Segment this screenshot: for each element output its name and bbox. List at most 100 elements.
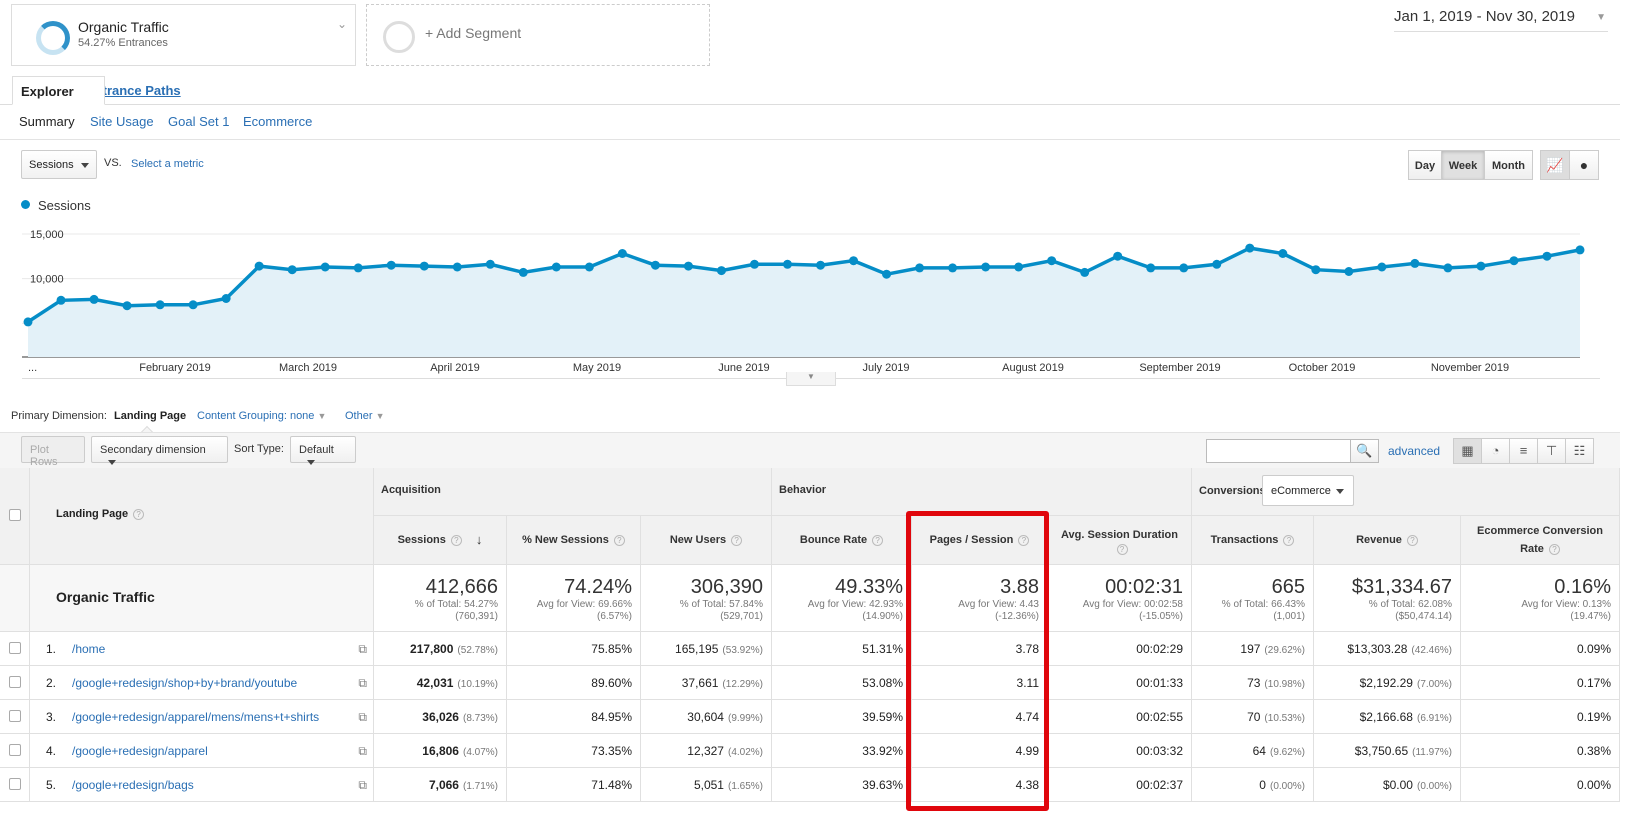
sessions-point[interactable]: [650, 260, 660, 270]
sessions-point[interactable]: [1014, 262, 1024, 272]
col-transactions[interactable]: Transactions?: [1192, 516, 1314, 565]
row-checkbox[interactable]: [9, 676, 21, 688]
primary-dimension-landing-page[interactable]: Landing Page: [114, 410, 187, 422]
subtab-site-usage[interactable]: Site Usage: [90, 114, 154, 129]
sessions-point[interactable]: [882, 269, 892, 279]
subtab-ecommerce[interactable]: Ecommerce: [243, 114, 313, 129]
col-avg-session-duration[interactable]: Avg. Session Duration?: [1048, 516, 1192, 565]
sessions-point[interactable]: [188, 300, 198, 310]
sessions-point[interactable]: [1575, 245, 1585, 255]
open-page-icon[interactable]: ⧉: [358, 744, 367, 758]
sessions-point[interactable]: [683, 261, 693, 271]
motion-chart-view-icon[interactable]: ●: [1569, 150, 1599, 180]
tab-explorer[interactable]: Explorer: [12, 76, 105, 105]
sessions-point[interactable]: [1443, 263, 1453, 273]
sessions-point[interactable]: [386, 260, 396, 270]
sessions-point[interactable]: [1080, 267, 1090, 277]
expand-chart-handle[interactable]: ▼: [786, 372, 836, 386]
row-page-link[interactable]: /google+redesign/apparel: [72, 744, 208, 758]
open-page-icon[interactable]: ⧉: [358, 676, 367, 690]
sessions-point[interactable]: [1410, 258, 1420, 268]
sessions-point[interactable]: [353, 263, 363, 273]
sessions-point[interactable]: [518, 267, 528, 277]
row-checkbox[interactable]: [9, 744, 21, 756]
col-new-users[interactable]: New Users?: [641, 516, 772, 565]
sessions-point[interactable]: [782, 259, 792, 269]
col-revenue[interactable]: Revenue?: [1314, 516, 1461, 565]
content-grouping-dropdown[interactable]: Content Grouping: none ▼: [197, 410, 326, 422]
sessions-point[interactable]: [89, 294, 99, 304]
sessions-point[interactable]: [915, 263, 925, 273]
subtab-goal-set-1[interactable]: Goal Set 1: [168, 114, 230, 129]
sessions-point[interactable]: [617, 249, 627, 258]
row-page-link[interactable]: /google+redesign/bags: [72, 778, 194, 792]
sessions-point[interactable]: [1476, 261, 1486, 271]
sessions-point[interactable]: [287, 265, 297, 275]
search-icon[interactable]: 🔍: [1350, 439, 1379, 463]
sessions-point[interactable]: [816, 260, 826, 270]
sort-type-select[interactable]: Default: [290, 436, 356, 465]
sessions-point[interactable]: [551, 262, 561, 272]
sessions-point[interactable]: [716, 266, 726, 276]
pivot-view-icon[interactable]: ☷: [1565, 438, 1594, 464]
sessions-point[interactable]: [1311, 265, 1321, 275]
comparison-view-icon[interactable]: ⊤: [1537, 438, 1566, 464]
segment-card[interactable]: Organic Traffic 54.27% Entrances ⌄: [11, 4, 356, 66]
sessions-point[interactable]: [1146, 263, 1156, 273]
sessions-point[interactable]: [1542, 251, 1552, 261]
advanced-filter-link[interactable]: advanced: [1388, 444, 1441, 458]
table-search-input[interactable]: [1206, 439, 1352, 463]
metric-select[interactable]: Sessions: [21, 150, 97, 179]
percentage-view-icon[interactable]: ◔: [1481, 438, 1510, 464]
row-page-link[interactable]: /google+redesign/apparel/mens/mens+t+shi…: [72, 710, 320, 724]
row-checkbox[interactable]: [9, 642, 21, 654]
sessions-point[interactable]: [155, 300, 165, 310]
granularity-week-button[interactable]: Week: [1441, 150, 1485, 180]
date-range-picker[interactable]: Jan 1, 2019 - Nov 30, 2019 ▼: [1394, 8, 1608, 32]
sessions-point[interactable]: [749, 259, 759, 269]
landing-page-header[interactable]: Landing Page?: [30, 468, 374, 565]
sessions-point[interactable]: [1212, 259, 1222, 269]
subtab-summary[interactable]: Summary: [19, 114, 75, 129]
line-chart-view-icon[interactable]: 📈: [1540, 150, 1570, 180]
sessions-point[interactable]: [1179, 263, 1189, 273]
col-sessions[interactable]: Sessions? ↓: [374, 516, 507, 565]
plot-rows-button[interactable]: Plot Rows: [21, 436, 85, 468]
row-checkbox[interactable]: [9, 710, 21, 722]
row-checkbox[interactable]: [9, 778, 21, 790]
sessions-point[interactable]: [56, 295, 66, 305]
sessions-point[interactable]: [1047, 256, 1057, 266]
open-page-icon[interactable]: ⧉: [358, 710, 367, 724]
add-segment-button[interactable]: + Add Segment: [366, 4, 710, 66]
sessions-point[interactable]: [419, 261, 429, 271]
sessions-point[interactable]: [23, 317, 33, 327]
select-all-checkbox[interactable]: [9, 509, 21, 521]
sessions-point[interactable]: [254, 261, 264, 271]
granularity-month-button[interactable]: Month: [1484, 150, 1533, 180]
sessions-point[interactable]: [584, 262, 594, 272]
sessions-point[interactable]: [122, 301, 132, 311]
sessions-point[interactable]: [221, 294, 231, 303]
col-pages-per-session[interactable]: Pages / Session?: [912, 516, 1048, 565]
row-page-link[interactable]: /home: [72, 642, 106, 656]
sessions-point[interactable]: [1344, 267, 1354, 276]
sessions-point[interactable]: [1245, 243, 1255, 253]
sessions-point[interactable]: [485, 259, 495, 269]
sessions-point[interactable]: [1113, 251, 1123, 261]
col-ecommerce-conversion-rate[interactable]: Ecommerce Conversion Rate?: [1461, 516, 1620, 565]
sessions-point[interactable]: [948, 263, 958, 273]
select-metric-link[interactable]: Select a metric: [131, 158, 204, 170]
granularity-day-button[interactable]: Day: [1408, 150, 1442, 180]
sessions-point[interactable]: [452, 262, 462, 272]
data-table-view-icon[interactable]: ▦: [1453, 438, 1482, 464]
sessions-point[interactable]: [320, 262, 330, 272]
sessions-point[interactable]: [981, 262, 991, 272]
row-page-link[interactable]: /google+redesign/shop+by+brand/youtube: [72, 676, 298, 690]
chevron-down-icon[interactable]: ⌄: [336, 17, 347, 31]
open-page-icon[interactable]: ⧉: [358, 778, 367, 792]
secondary-dimension-select[interactable]: Secondary dimension: [91, 436, 228, 465]
sessions-point[interactable]: [1278, 249, 1288, 258]
col-new-sessions[interactable]: % New Sessions?: [507, 516, 641, 565]
tab-entrance-paths[interactable]: Entrance Paths: [86, 83, 181, 98]
sessions-point[interactable]: [1509, 256, 1519, 266]
